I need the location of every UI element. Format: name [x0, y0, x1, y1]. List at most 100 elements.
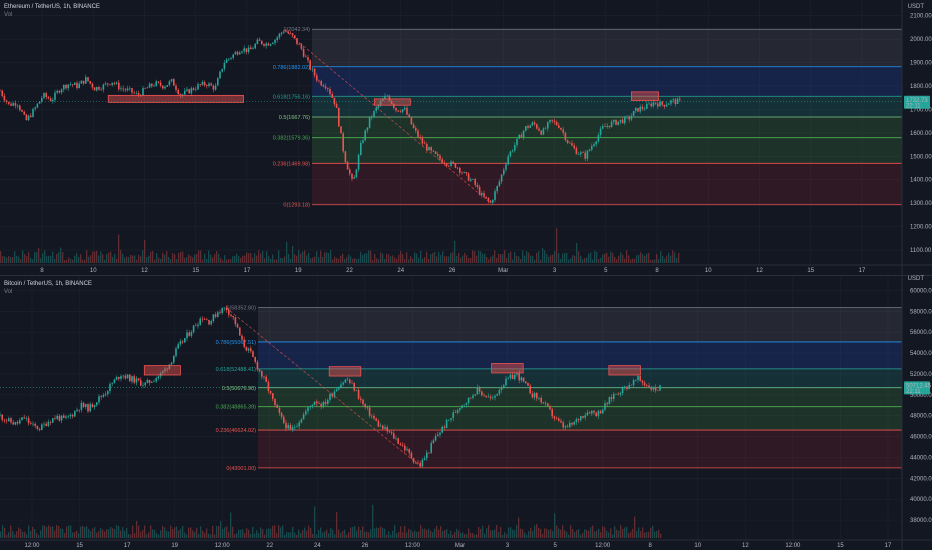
- volume-bar: [438, 252, 440, 263]
- volume-bar: [588, 530, 590, 538]
- candle-body: [467, 397, 470, 404]
- candle-body: [285, 422, 287, 429]
- y-tick-label: 1500.00: [910, 154, 932, 160]
- volume-bar: [588, 253, 590, 263]
- candle-body: [617, 121, 619, 125]
- y-tick-label: 56000.00: [910, 330, 932, 336]
- fib-level-label: 0.5(50676.90): [222, 386, 256, 392]
- volume-bar: [56, 253, 58, 263]
- volume-bar: [540, 528, 542, 538]
- volume-bar: [222, 528, 224, 538]
- volume-bar: [482, 525, 484, 538]
- volume-bar: [358, 258, 360, 263]
- eth-chart-canvas[interactable]: 2100.00 2000.00 1900.00 1800.00 1700.00 1600.…: [0, 0, 932, 275]
- volume-bar: [342, 531, 344, 538]
- volume-bar: [126, 256, 128, 263]
- volume-bar: [436, 256, 438, 263]
- candle-body: [472, 179, 474, 180]
- volume-bar: [328, 253, 330, 263]
- volume-bar: [252, 526, 254, 538]
- candle-body: [258, 39, 261, 41]
- volume-bar: [170, 525, 172, 538]
- candle-body: [360, 142, 362, 155]
- candle-body: [107, 391, 109, 395]
- volume-bar: [448, 534, 450, 538]
- volume-bar: [598, 259, 600, 263]
- candle-body: [351, 173, 353, 179]
- btc-chart-canvas[interactable]: 60000.00 58000.00 56000.00 54000.00 52000.00…: [0, 276, 932, 550]
- volume-bar: [454, 532, 456, 538]
- volume-bar: [358, 526, 360, 538]
- candle-body: [496, 185, 498, 192]
- volume-bar: [362, 526, 364, 538]
- candle-body: [316, 75, 318, 81]
- candle-body: [131, 88, 133, 93]
- eth-chart-pane[interactable]: Ethereum / TetherUS, 1h, BINANCE Vol USD…: [0, 0, 932, 275]
- volume-bar: [6, 534, 8, 538]
- volume-bar: [136, 520, 138, 538]
- candle-body: [602, 126, 604, 129]
- candle-body: [536, 124, 538, 129]
- candle-body: [43, 423, 45, 425]
- candle-body: [360, 398, 362, 400]
- pane-separator[interactable]: [0, 275, 932, 276]
- candle-body: [430, 147, 432, 151]
- volume-bar: [450, 253, 452, 263]
- volume-bar: [360, 251, 362, 263]
- volume-bar: [46, 256, 48, 263]
- candle-body: [520, 134, 523, 138]
- candle-body: [569, 142, 571, 144]
- volume-bar: [88, 528, 90, 538]
- volume-bar: [648, 252, 650, 263]
- volume-bar: [576, 242, 578, 263]
- candle-body: [294, 35, 296, 39]
- candle-body: [342, 133, 344, 152]
- volume-bar: [638, 254, 640, 263]
- candle-body: [76, 82, 78, 88]
- candle-body: [553, 120, 556, 122]
- volume-bar: [662, 255, 664, 263]
- volume-bar: [454, 240, 456, 263]
- candle-body: [384, 96, 386, 100]
- candle-body: [283, 31, 285, 33]
- volume-bar: [500, 526, 502, 538]
- volume-bar: [142, 529, 144, 538]
- candle-body: [45, 93, 47, 98]
- volume-bar: [596, 251, 598, 263]
- candle-body: [109, 384, 111, 392]
- candle-body: [353, 177, 355, 179]
- volume-bar: [496, 258, 498, 263]
- volume-bar: [392, 255, 394, 263]
- candle-body: [597, 410, 600, 417]
- volume-bar: [176, 526, 178, 538]
- volume-bar: [160, 258, 162, 263]
- candle-body: [34, 107, 36, 110]
- volume-bar: [598, 528, 600, 538]
- volume-bar: [172, 528, 174, 538]
- y-tick-label: 2100.00: [910, 14, 932, 20]
- candle-body: [38, 428, 41, 430]
- candle-body: [313, 68, 316, 76]
- volume-bar: [58, 525, 60, 538]
- btc-chart-pane[interactable]: Bitcoin / TetherUS, 1h, BINANCE Vol USDT…: [0, 276, 932, 550]
- volume-bar: [238, 255, 240, 263]
- resistance-zone: [608, 365, 641, 376]
- volume-bar: [482, 253, 484, 263]
- volume-bar: [516, 255, 518, 263]
- last-price-badge: [904, 381, 930, 395]
- candle-body: [239, 52, 241, 55]
- volume-bar: [170, 259, 172, 263]
- volume-bar: [408, 528, 410, 538]
- x-tick-label: 17: [859, 268, 866, 274]
- candle-body: [555, 418, 558, 419]
- candle-body: [621, 119, 624, 124]
- candle-body: [309, 406, 311, 408]
- fib-zone: [258, 387, 902, 407]
- volume-bar: [114, 253, 116, 263]
- volume-bar: [36, 533, 38, 538]
- volume-bar: [574, 255, 576, 263]
- candle-body: [542, 128, 545, 135]
- candle-body: [562, 422, 564, 428]
- volume-bar: [130, 534, 132, 538]
- candle-body: [12, 103, 14, 106]
